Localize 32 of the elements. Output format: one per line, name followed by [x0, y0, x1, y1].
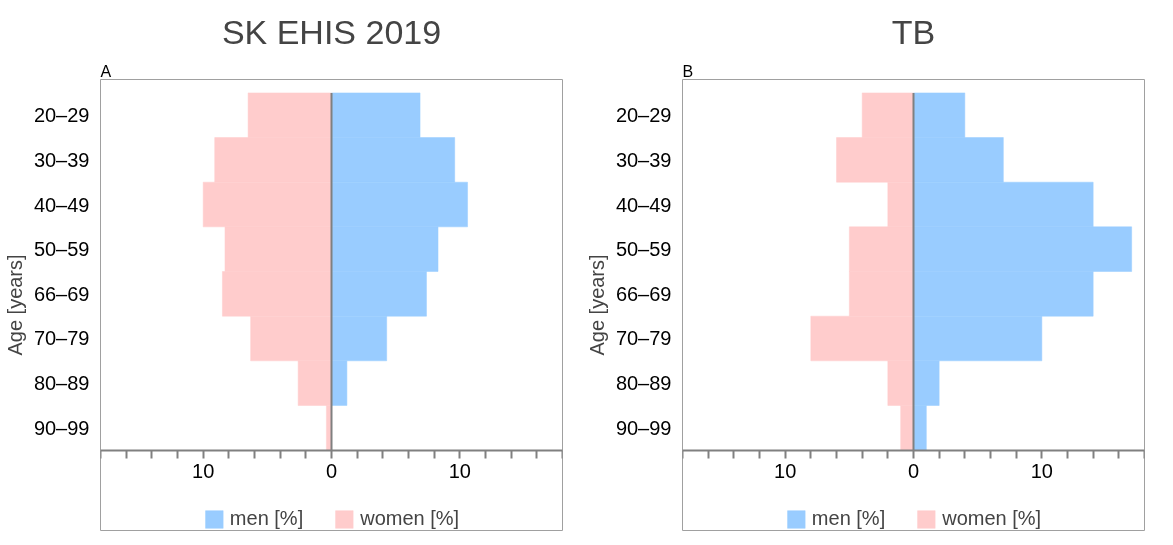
y-tick-label: 90–99 [615, 416, 672, 439]
x-tick-label: 0 [325, 460, 338, 483]
legend-label: men [%] [811, 507, 886, 530]
legend-label: women [%] [942, 507, 1042, 530]
y-tick-label: 50–59 [33, 238, 90, 261]
text: B [682, 62, 694, 80]
y-tick-label: 80–89 [615, 372, 672, 395]
x-tick-label: 0 [907, 460, 920, 483]
y-tick-label: 90–99 [33, 416, 90, 439]
x-tick-label: 10 [1030, 460, 1053, 483]
chart-title: TB [891, 12, 936, 51]
y-tick-label: 80–89 [33, 372, 90, 395]
text: A [100, 62, 112, 80]
legend-label: women [%] [360, 507, 460, 530]
y-tick-label: 66–69 [615, 282, 672, 305]
x-tick-label: 10 [192, 460, 215, 483]
y-tick-label: 30–39 [615, 148, 672, 171]
y-tick-label: 70–79 [33, 327, 90, 350]
y-tick-label: 20–29 [615, 104, 672, 127]
y-tick-label: 20–29 [33, 104, 90, 127]
x-tick-label: 10 [448, 460, 471, 483]
y-tick-label: 40–49 [615, 193, 672, 216]
y-tick-label: 70–79 [615, 327, 672, 350]
y-axis-title: Age [years] [585, 254, 608, 356]
legend-label: men [%] [229, 507, 304, 530]
y-tick-label: 40–49 [33, 193, 90, 216]
y-tick-label: 66–69 [33, 282, 90, 305]
y-axis-title: Age [years] [3, 254, 26, 356]
y-tick-label: 50–59 [615, 238, 672, 261]
x-tick-label: 10 [774, 460, 797, 483]
chart-title: SK EHIS 2019 [221, 12, 442, 51]
y-tick-label: 30–39 [33, 148, 90, 171]
